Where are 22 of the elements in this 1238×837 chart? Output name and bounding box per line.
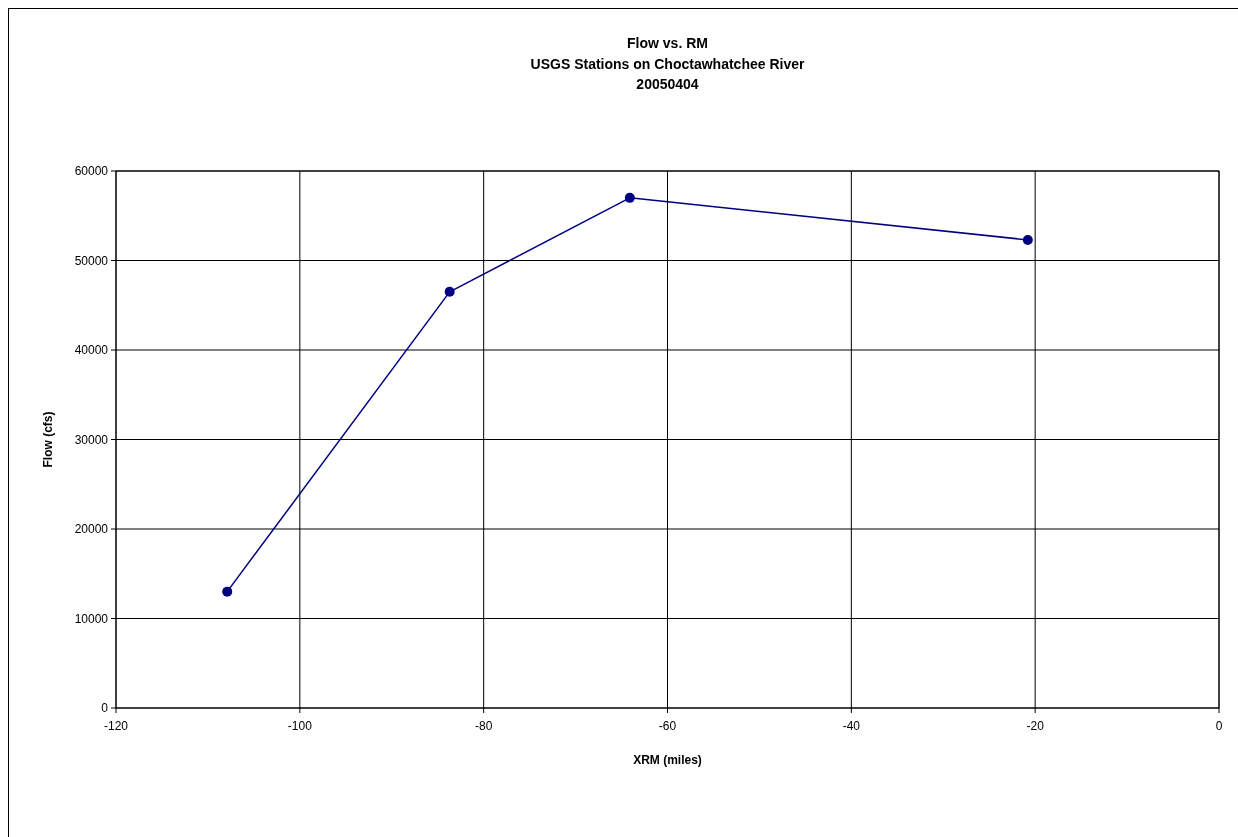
x-tick-label: -80 [474,719,493,733]
y-tick-label: 50000 [74,253,109,268]
point [624,192,635,203]
x-tick-label: -120 [103,719,129,733]
x-tick-label: -20 [1026,719,1045,733]
x-tick-label: -40 [842,719,861,733]
y-axis-title: Flow (cfs) [41,411,55,468]
y-tick-label: 20000 [74,522,109,537]
x-tick-label: -100 [287,719,313,733]
y-tick-label: 60000 [74,164,109,179]
y-tick-label: 10000 [74,611,109,626]
chart-subtitle: USGS Stations on Choctawhatchee River 20050404 [530,56,805,92]
point [444,286,455,297]
x-tick-label: -60 [658,719,677,733]
x-tick-label: 0 [1215,719,1223,733]
y-tick-label: 40000 [74,343,109,358]
chart-title: Flow vs. RM [627,35,708,51]
x-axis-title: XRM (miles) [633,753,702,767]
point [222,586,233,597]
y-tick-label: 0 [101,701,109,716]
y-tick-label: 30000 [74,432,109,447]
point [1022,234,1033,245]
